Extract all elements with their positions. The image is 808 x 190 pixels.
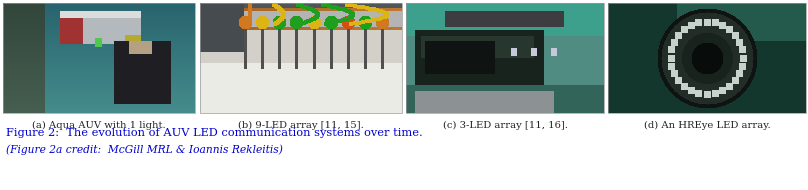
Text: (Figure 2a credit:  McGill MRL & Ioannis Rekleitis): (Figure 2a credit: McGill MRL & Ioannis … [6, 144, 283, 154]
Bar [3, 3, 195, 113]
Text: (d) An HREye LED array.: (d) An HREye LED array. [644, 121, 770, 130]
Bar [406, 3, 604, 113]
Text: (b) 9-LED array [11, 15].: (b) 9-LED array [11, 15]. [238, 121, 364, 130]
Text: (c) 3-LED array [11, 16].: (c) 3-LED array [11, 16]. [443, 121, 567, 130]
Bar [200, 3, 402, 113]
Text: (a) Aqua AUV with 1 light.: (a) Aqua AUV with 1 light. [32, 121, 166, 130]
Text: Figure 2:  The evolution of AUV LED communication systems over time.: Figure 2: The evolution of AUV LED commu… [6, 128, 423, 138]
Bar [608, 3, 806, 113]
